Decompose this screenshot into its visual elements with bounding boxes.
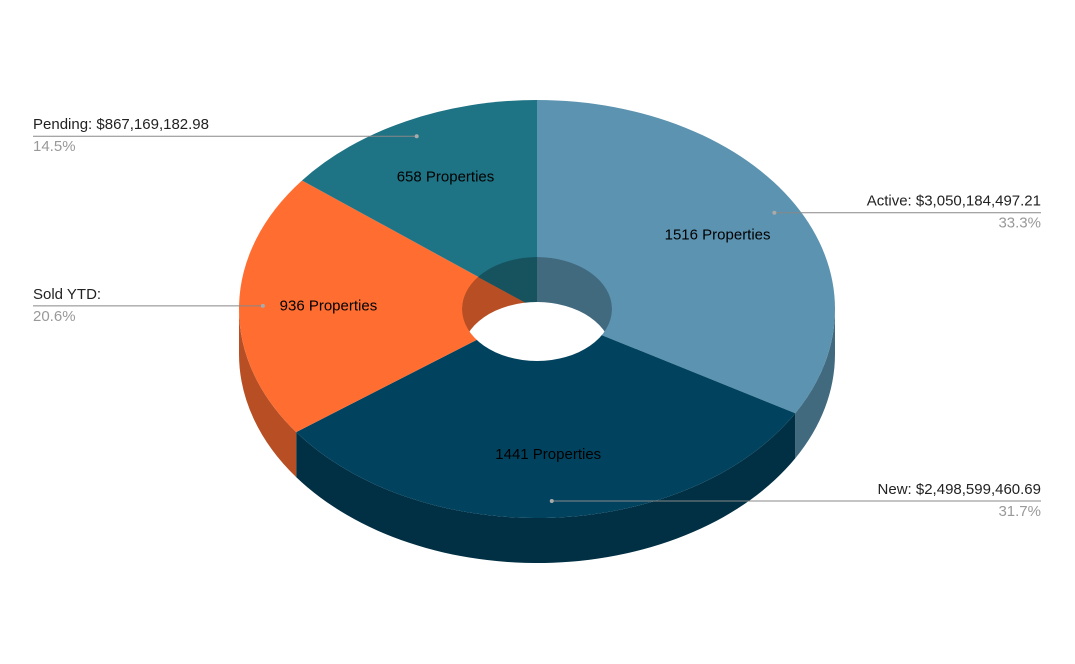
percent-label: 33.3% — [998, 215, 1041, 232]
category-label: Active: $3,050,184,497.21 — [867, 193, 1041, 210]
category-label: Pending: $867,169,182.98 — [33, 116, 209, 133]
slice-side — [296, 413, 796, 563]
hole-wall — [477, 257, 537, 309]
percent-label: 31.7% — [998, 503, 1041, 520]
percent-label: 14.5% — [33, 138, 76, 155]
slice — [302, 100, 537, 309]
slice — [537, 100, 835, 414]
category-label: Sold YTD: — [33, 286, 101, 303]
sides — [239, 309, 835, 563]
percent-label: 20.6% — [33, 308, 76, 325]
value-label: 1441 Properties — [495, 446, 601, 463]
callout-dot — [549, 499, 554, 504]
slice — [296, 309, 796, 518]
slice — [239, 180, 537, 433]
category-label: New: $2,498,599,460.69 — [878, 481, 1041, 498]
callout-dot — [414, 134, 419, 139]
value-label: 936 Properties — [280, 298, 378, 315]
value-label: 1516 Properties — [665, 227, 771, 244]
callout-dot — [260, 303, 265, 308]
slice-side — [795, 309, 835, 459]
hole-opening — [462, 302, 612, 361]
value-label: 658 Properties — [397, 169, 495, 186]
slice-side — [239, 309, 297, 478]
hole — [462, 257, 612, 361]
tops — [239, 100, 835, 518]
callout-dot — [772, 210, 777, 215]
labels: 1516 Properties Active: $3,050,184,497.21… — [33, 116, 1041, 520]
